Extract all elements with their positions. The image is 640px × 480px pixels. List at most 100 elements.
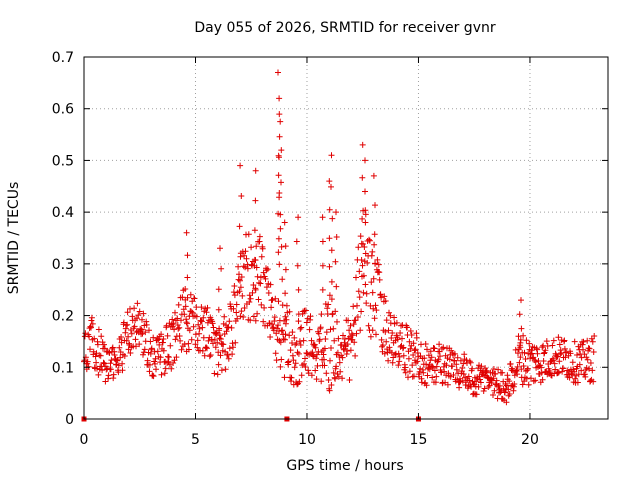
data-point bbox=[177, 337, 184, 344]
data-point bbox=[157, 354, 164, 361]
data-point bbox=[371, 315, 378, 322]
data-point bbox=[283, 302, 290, 309]
data-point bbox=[359, 262, 366, 269]
data-point bbox=[289, 329, 296, 336]
data-point bbox=[258, 253, 265, 260]
data-point bbox=[355, 288, 362, 295]
data-point bbox=[478, 363, 485, 370]
data-point bbox=[292, 360, 299, 367]
data-point bbox=[579, 341, 586, 348]
data-point bbox=[435, 356, 442, 363]
data-point bbox=[110, 371, 117, 378]
data-point bbox=[275, 172, 282, 179]
data-point bbox=[371, 241, 378, 248]
data-point bbox=[381, 293, 388, 300]
data-point bbox=[172, 309, 178, 316]
data-point bbox=[359, 174, 366, 181]
data-point bbox=[203, 344, 210, 351]
data-point bbox=[203, 309, 210, 316]
data-point bbox=[267, 334, 274, 340]
data-point bbox=[293, 238, 300, 245]
data-point bbox=[172, 336, 179, 343]
data-point bbox=[590, 378, 597, 385]
x-tick-label: 20 bbox=[521, 432, 539, 448]
data-point bbox=[423, 382, 430, 389]
data-point bbox=[388, 335, 395, 341]
data-point bbox=[282, 243, 289, 250]
data-point bbox=[561, 337, 568, 344]
data-point bbox=[230, 344, 236, 351]
data-point bbox=[346, 377, 353, 383]
data-point bbox=[225, 355, 232, 362]
data-point bbox=[277, 339, 284, 346]
data-point bbox=[450, 372, 457, 378]
data-point bbox=[150, 373, 157, 380]
data-point bbox=[339, 354, 346, 361]
data-point bbox=[514, 371, 521, 378]
data-point bbox=[296, 338, 303, 345]
data-point bbox=[542, 347, 549, 354]
chart-title: Day 055 of 2026, SRMTID for receiver gvn… bbox=[194, 20, 495, 36]
data-point bbox=[133, 315, 140, 322]
data-point bbox=[94, 341, 101, 348]
data-point bbox=[392, 351, 398, 358]
data-point bbox=[459, 377, 466, 384]
data-point bbox=[277, 363, 284, 370]
data-point bbox=[362, 188, 368, 195]
data-point bbox=[526, 340, 533, 347]
data-point bbox=[281, 374, 288, 381]
y-tick-label: 0.3 bbox=[52, 257, 74, 273]
data-point bbox=[146, 327, 152, 334]
data-point bbox=[295, 214, 302, 221]
data-point bbox=[473, 391, 480, 398]
data-point bbox=[359, 273, 365, 280]
data-point bbox=[237, 277, 243, 284]
data-point bbox=[511, 381, 518, 387]
data-point bbox=[331, 337, 338, 344]
data-point bbox=[252, 317, 259, 324]
data-point bbox=[302, 307, 309, 314]
data-point bbox=[357, 233, 364, 240]
data-point bbox=[517, 339, 524, 346]
data-point bbox=[566, 374, 573, 381]
y-tick-labels: 0 0.1 0.2 0.3 0.4 0.5 0.6 0.7 bbox=[52, 50, 74, 428]
data-point bbox=[233, 309, 240, 316]
data-point bbox=[319, 214, 326, 221]
data-point bbox=[222, 366, 229, 373]
data-point bbox=[336, 359, 343, 366]
data-point bbox=[88, 324, 94, 331]
data-point bbox=[183, 229, 190, 236]
data-point bbox=[228, 324, 235, 331]
data-point bbox=[466, 358, 473, 365]
data-point bbox=[370, 275, 377, 282]
data-point bbox=[236, 271, 242, 278]
data-point bbox=[173, 354, 180, 361]
y-tick-label: 0.5 bbox=[52, 153, 74, 169]
data-point bbox=[252, 197, 259, 204]
data-point bbox=[388, 349, 395, 356]
data-point bbox=[323, 370, 330, 377]
data-point bbox=[340, 332, 346, 339]
data-point bbox=[372, 260, 378, 267]
data-point bbox=[276, 111, 283, 118]
data-point bbox=[205, 337, 212, 344]
data-point bbox=[211, 370, 218, 377]
data-point bbox=[141, 346, 148, 353]
data-point bbox=[182, 303, 189, 310]
data-point bbox=[527, 351, 534, 358]
data-point bbox=[269, 296, 276, 303]
data-point bbox=[341, 336, 348, 342]
data-point bbox=[316, 336, 323, 343]
data-point bbox=[280, 336, 287, 342]
data-point bbox=[427, 357, 434, 364]
data-point bbox=[154, 348, 161, 355]
data-point bbox=[374, 256, 381, 263]
data-point bbox=[250, 313, 257, 320]
data-point bbox=[101, 341, 107, 348]
data-point bbox=[214, 339, 221, 346]
data-point bbox=[412, 346, 419, 353]
data-point bbox=[246, 299, 253, 305]
data-point bbox=[282, 290, 289, 297]
data-point bbox=[319, 286, 326, 293]
data-point bbox=[363, 290, 370, 297]
